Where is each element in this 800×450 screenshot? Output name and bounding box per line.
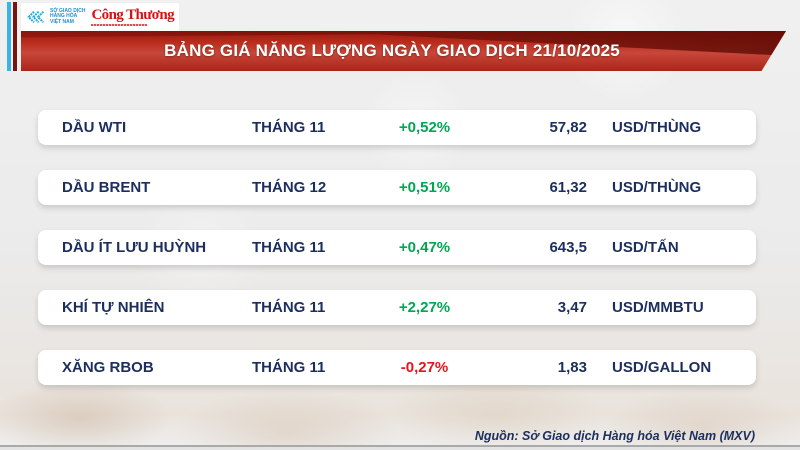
congthuong-tagline-strip xyxy=(91,23,148,27)
table-row-xang-rbob: XĂNG RBOB THÁNG 11 -0,27% 1,83 USD/GALLO… xyxy=(38,350,756,385)
contract-month: THÁNG 12 xyxy=(252,179,327,196)
table-row-dau-brent: DẦU BRENT THÁNG 12 +0,51% 61,32 USD/THÙN… xyxy=(38,170,756,205)
table-row-dau-wti: DẦU WTI THÁNG 11 +0,52% 57,82 USD/THÙNG xyxy=(38,110,756,145)
change-percent: +0,47% xyxy=(398,239,451,256)
left-accent-stripe-maroon xyxy=(13,2,17,71)
commodity-name: DẦU WTI xyxy=(62,119,127,136)
price-unit: USD/TẤN xyxy=(612,239,679,256)
commodity-name: XĂNG RBOB xyxy=(62,359,154,376)
change-percent: +0,52% xyxy=(398,119,451,136)
price-unit: USD/THÙNG xyxy=(612,119,702,136)
price-unit: USD/MMBTU xyxy=(612,299,704,316)
commodity-name: DẦU BRENT xyxy=(62,179,151,196)
price-value: 643,5 xyxy=(549,239,587,256)
source-note: Nguồn: Sở Giao dịch Hàng hóa Việt Nam (M… xyxy=(474,429,755,443)
price-value: 61,32 xyxy=(549,179,587,196)
contract-month: THÁNG 11 xyxy=(252,119,326,136)
change-percent: +0,51% xyxy=(398,179,451,196)
price-value: 3,47 xyxy=(557,299,587,316)
change-percent: -0,27% xyxy=(400,359,449,376)
price-table: DẦU WTI THÁNG 11 +0,52% 57,82 USD/THÙNG … xyxy=(38,110,756,410)
header-logo-card: SỞ GIAO DỊCH HÀNG HÓA VIỆT NAM Công Thươ… xyxy=(21,3,179,31)
contract-month: THÁNG 11 xyxy=(252,359,326,376)
mxv-logo-text: SỞ GIAO DỊCH HÀNG HÓA VIỆT NAM xyxy=(50,7,86,26)
price-unit: USD/GALLON xyxy=(612,359,712,376)
left-accent-stripe-cyan xyxy=(7,2,11,71)
congthuong-logo: Công Thương xyxy=(91,6,175,27)
bottom-divider-light xyxy=(0,447,800,450)
bottom-divider-line xyxy=(0,445,800,447)
mxv-logo-line3: VIỆT NAM xyxy=(50,18,74,25)
table-row-khi-tu-nhien: KHÍ TỰ NHIÊN THÁNG 11 +2,27% 3,47 USD/MM… xyxy=(38,290,756,325)
congthuong-logo-text: Công Thương xyxy=(91,6,174,23)
price-unit: USD/THÙNG xyxy=(612,179,702,196)
mxv-logo-line2: HÀNG HÓA xyxy=(50,13,78,20)
page-title: BẢNG GIÁ NĂNG LƯỢNG NGÀY GIAO DỊCH 21/10… xyxy=(164,41,620,60)
change-percent: +2,27% xyxy=(398,299,451,316)
commodity-name: DẦU ÍT LƯU HUỲNH xyxy=(62,239,207,256)
table-row-dau-it-luu-huynh: DẦU ÍT LƯU HUỲNH THÁNG 11 +0,47% 643,5 U… xyxy=(38,230,756,265)
price-value: 57,82 xyxy=(549,119,587,136)
commodity-name: KHÍ TỰ NHIÊN xyxy=(62,299,165,316)
mxv-logo-line1: SỞ GIAO DỊCH xyxy=(50,7,86,14)
title-banner: BẢNG GIÁ NĂNG LƯỢNG NGÀY GIAO DỊCH 21/10… xyxy=(21,31,786,71)
mxv-chevron-logo-icon xyxy=(27,10,45,24)
contract-month: THÁNG 11 xyxy=(252,239,326,256)
contract-month: THÁNG 11 xyxy=(252,299,326,316)
price-value: 1,83 xyxy=(557,359,587,376)
